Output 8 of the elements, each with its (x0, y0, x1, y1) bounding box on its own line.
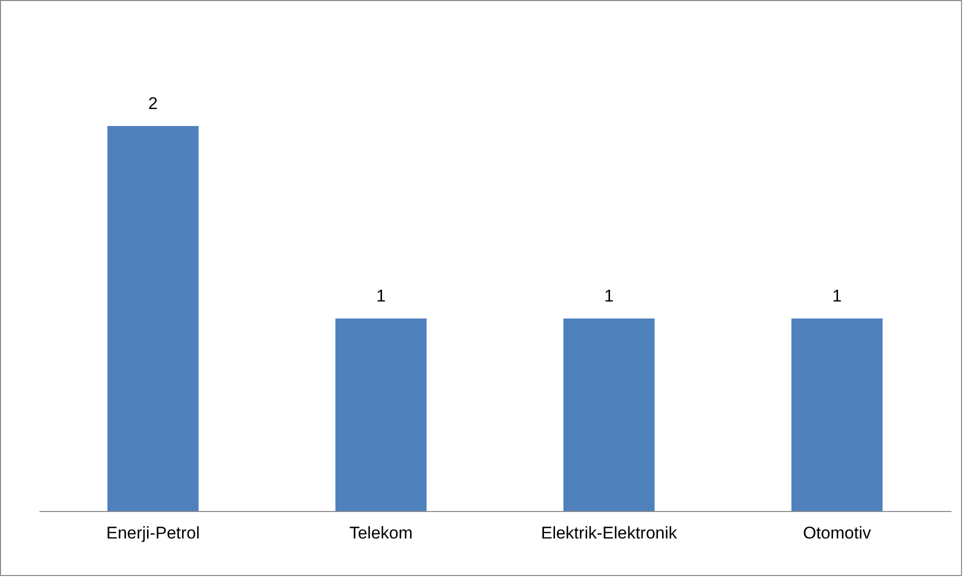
data-label: 1 (832, 286, 842, 306)
x-tick-label: Elektrik-Elektronik (540, 524, 678, 542)
x-tick-label: Otomotiv (802, 524, 872, 542)
data-label: 2 (148, 94, 158, 113)
x-tick-label: Telekom (349, 524, 413, 542)
data-label: 1 (604, 286, 614, 306)
x-tick-label: Enerji-Petrol (106, 524, 200, 542)
data-label: 1 (376, 286, 386, 306)
